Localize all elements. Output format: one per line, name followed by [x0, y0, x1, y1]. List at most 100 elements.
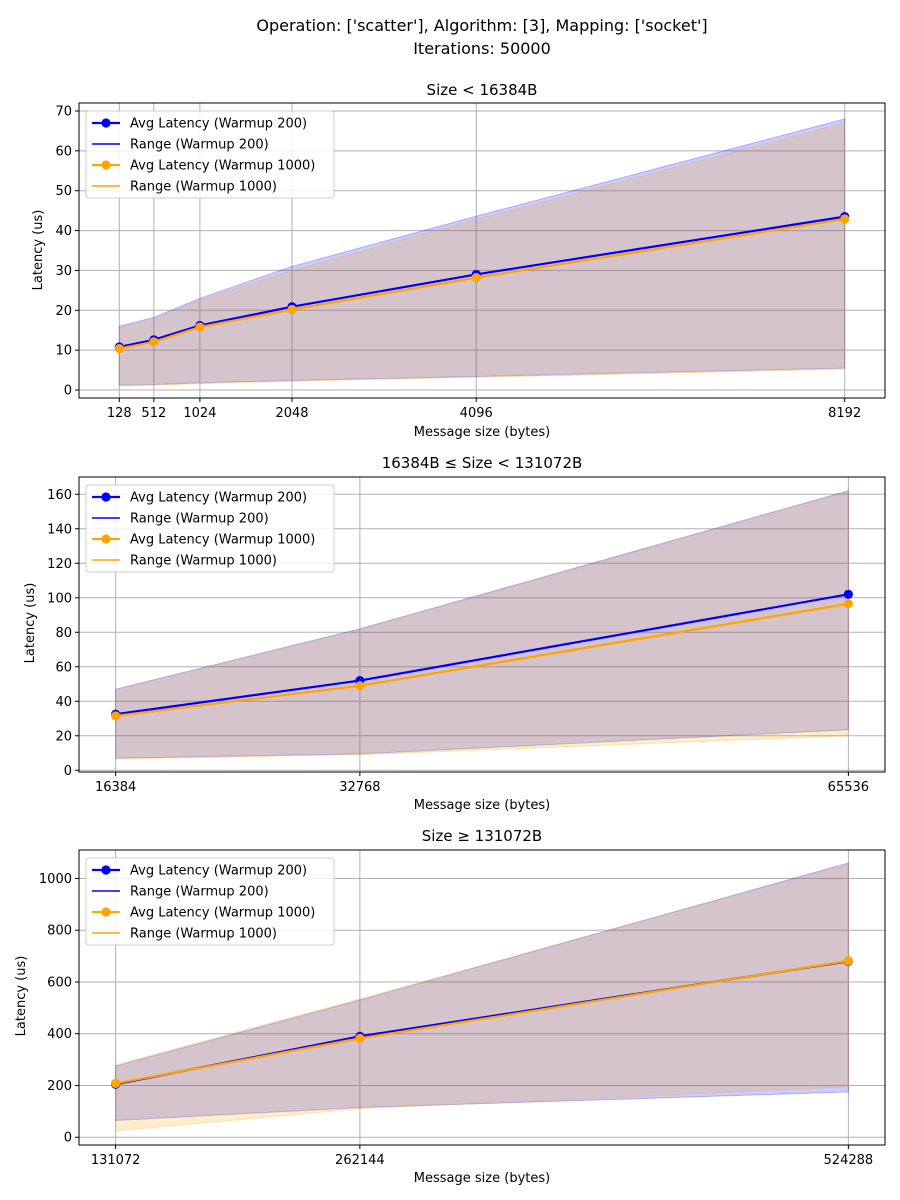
y-tick-label: 120	[47, 557, 72, 572]
legend-entry-label: Avg Latency (Warmup 200)	[130, 117, 307, 132]
suptitle-line2: Iterations: 50000	[413, 39, 551, 58]
legend-swatch-marker	[101, 865, 111, 875]
y-axis-label: Latency (us)	[23, 583, 38, 664]
avg-line-series-1	[119, 217, 845, 350]
y-tick-label: 0	[64, 764, 72, 779]
x-tick-label: 4096	[460, 406, 493, 421]
legend-swatch-marker	[101, 160, 111, 170]
x-tick-label: 32768	[339, 780, 380, 795]
legend-entry-label: Range (Warmup 1000)	[130, 927, 277, 942]
legend-entry-label: Avg Latency (Warmup 1000)	[130, 906, 315, 921]
subplot-medium-sizes: 16384B ≤ Size < 131072B Message size (by…	[23, 454, 886, 813]
y-tick-label: 140	[47, 522, 72, 537]
legend-entry-label: Range (Warmup 1000)	[130, 554, 277, 569]
legend-swatch-marker	[101, 907, 111, 917]
y-tick-label: 70	[55, 104, 72, 119]
x-axis-label: Message size (bytes)	[414, 425, 550, 440]
y-tick-label: 200	[47, 1079, 72, 1094]
legend: Avg Latency (Warmup 200) Range (Warmup 20…	[85, 857, 335, 946]
suptitle-line1: Operation: ['scatter'], Algorithm: [3], …	[256, 16, 707, 35]
subplot-small-sizes: Size < 16384B Message size (bytes) Laten…	[31, 81, 886, 440]
y-tick-label: 0	[64, 1131, 72, 1146]
data-point-series-1	[111, 1078, 121, 1089]
y-tick-label: 1000	[39, 872, 72, 887]
x-tick-label: 128	[107, 406, 132, 421]
legend-box	[85, 484, 335, 573]
y-axis-label: Latency (us)	[31, 210, 46, 291]
x-axis-label: Message size (bytes)	[414, 798, 550, 813]
range-band-series-1	[115, 863, 849, 1132]
y-tick-label: 0	[64, 384, 72, 399]
range-band-series-1	[118, 122, 846, 387]
data-point-series-1	[287, 304, 297, 315]
subplot-large-sizes: Size ≥ 131072B Message size (bytes) Late…	[14, 827, 886, 1186]
x-axis-label: Message size (bytes)	[414, 1171, 550, 1186]
y-tick-label: 40	[55, 224, 72, 239]
legend-box	[85, 110, 335, 199]
data-point-series-1	[149, 337, 159, 347]
data-point-series-0	[843, 589, 853, 599]
y-tick-label: 40	[55, 695, 72, 710]
legend-entry-label: Range (Warmup 200)	[130, 138, 269, 153]
range-band-series-0	[115, 490, 849, 759]
data-point-series-1	[840, 214, 850, 224]
data-point-series-1	[195, 322, 205, 332]
data-point-series-1	[114, 343, 124, 354]
legend-swatch-marker	[101, 492, 111, 502]
x-tick-label: 1024	[183, 406, 216, 421]
subplot-title: Size < 16384B	[427, 81, 538, 99]
x-tick-label: 524288	[824, 1153, 874, 1168]
data-point-series-1	[111, 711, 121, 721]
range-band-series-0	[115, 862, 849, 1121]
legend-swatch-marker	[101, 118, 111, 128]
y-tick-label: 100	[47, 591, 72, 606]
data-point-series-1	[471, 273, 481, 283]
legend-entry-label: Avg Latency (Warmup 1000)	[130, 159, 315, 174]
x-tick-label: 16384	[95, 780, 136, 795]
y-tick-label: 600	[47, 975, 72, 990]
data-point-series-1	[355, 1033, 365, 1043]
legend-box	[85, 857, 335, 946]
y-tick-label: 400	[47, 1027, 72, 1042]
subplot-title: Size ≥ 131072B	[422, 827, 542, 845]
y-tick-label: 20	[55, 304, 72, 319]
x-tick-label: 262144	[335, 1153, 385, 1168]
x-tick-label: 65536	[828, 780, 869, 795]
legend-entry-label: Range (Warmup 1000)	[130, 180, 277, 195]
subplot-title: 16384B ≤ Size < 131072B	[382, 454, 583, 472]
y-tick-label: 60	[55, 144, 72, 159]
y-tick-label: 800	[47, 924, 72, 939]
x-tick-label: 8192	[828, 406, 861, 421]
y-tick-label: 60	[55, 660, 72, 675]
axes-frame	[78, 849, 886, 1146]
data-point-series-1	[843, 599, 853, 609]
legend-entry-label: Avg Latency (Warmup 200)	[130, 491, 307, 506]
legend-swatch-marker	[101, 534, 111, 544]
y-tick-label: 20	[55, 729, 72, 744]
plot-area	[78, 476, 886, 773]
legend-entry-label: Avg Latency (Warmup 200)	[130, 864, 307, 879]
y-axis-label: Latency (us)	[14, 956, 29, 1037]
y-tick-label: 50	[55, 184, 72, 199]
y-tick-label: 30	[55, 264, 72, 279]
legend-entry-label: Range (Warmup 200)	[130, 512, 269, 527]
axes-frame	[78, 102, 886, 399]
plot-area	[78, 102, 886, 399]
data-point-series-1	[355, 681, 365, 691]
range-band-series-0	[118, 118, 846, 386]
legend: Avg Latency (Warmup 200) Range (Warmup 20…	[85, 110, 335, 199]
plot-area	[78, 849, 886, 1146]
y-tick-label: 10	[55, 344, 72, 359]
x-tick-label: 131072	[91, 1153, 141, 1168]
x-tick-label: 512	[141, 406, 166, 421]
data-point-series-1	[843, 956, 853, 966]
x-tick-label: 2048	[275, 406, 308, 421]
legend-entry-label: Range (Warmup 200)	[130, 885, 269, 900]
y-tick-label: 160	[47, 488, 72, 503]
legend: Avg Latency (Warmup 200) Range (Warmup 20…	[85, 484, 335, 573]
legend-entry-label: Avg Latency (Warmup 1000)	[130, 533, 315, 548]
axes-frame	[78, 476, 886, 773]
y-tick-label: 80	[55, 626, 72, 641]
